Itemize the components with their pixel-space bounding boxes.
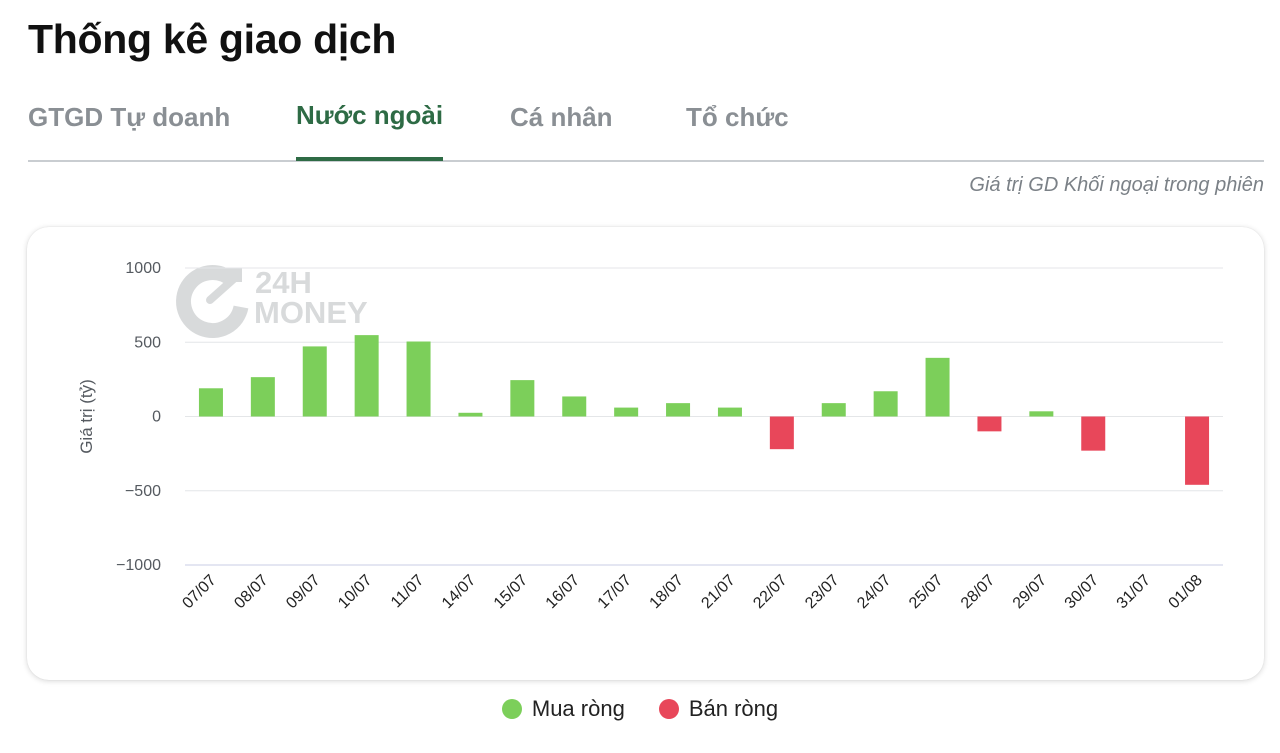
bar-sell-01-08[interactable] [1185, 416, 1210, 485]
bar-buy-18-07[interactable] [666, 403, 691, 417]
bar-chart: 24H MONEY 1000 500 0 −500 −1000 Giá trị (tỷ) 0… [77, 260, 1223, 612]
watermark-line1: 24H [255, 265, 312, 300]
chart-subtitle: Giá trị GD Khối ngoại trong phiên [969, 174, 1264, 196]
watermark-logo: 24H MONEY [176, 265, 368, 338]
x-tick-label: 18/07 [647, 572, 687, 612]
x-tick-label: 29/07 [1010, 572, 1050, 612]
bar-buy-14-07[interactable] [458, 412, 483, 417]
legend-item-buy[interactable]: Mua ròng [501, 696, 625, 722]
chart-legend: Mua ròng Bán ròng [0, 696, 1280, 722]
gauge-icon [176, 265, 249, 338]
y-axis-label: Giá trị (tỷ) [77, 379, 96, 454]
legend-dot-sell [658, 699, 679, 719]
bar-buy-17-07[interactable] [614, 407, 639, 417]
x-tick-label: 31/07 [1114, 572, 1154, 612]
legend-dot-buy [501, 699, 522, 719]
bar-buy-10-07[interactable] [354, 335, 379, 417]
x-tick-label: 08/07 [231, 572, 271, 612]
x-tick-label: 11/07 [388, 572, 428, 612]
chart-card: 24H MONEY 1000 500 0 −500 −1000 Giá trị (tỷ) 0… [27, 227, 1264, 680]
bar-buy-09-07[interactable] [302, 346, 327, 417]
x-tick-label: 17/07 [595, 572, 635, 612]
x-tick-label: 23/07 [802, 572, 842, 612]
x-tick-label: 24/07 [854, 572, 894, 612]
bar-buy-21-07[interactable] [717, 407, 742, 417]
x-tick-label: 22/07 [750, 572, 790, 612]
x-tick-label: 16/07 [543, 572, 583, 612]
legend-label-buy: Mua ròng [531, 696, 625, 721]
bar-buy-23-07[interactable] [821, 403, 846, 417]
bar-buy-11-07[interactable] [406, 341, 431, 417]
x-tick-label: 10/07 [335, 572, 375, 612]
x-tick-label: 01/08 [1166, 572, 1206, 612]
bar-buy-08-07[interactable] [250, 377, 275, 417]
tab-ca-nhan[interactable]: Cá nhân [510, 102, 613, 132]
legend-label-sell: Bán ròng [688, 696, 779, 721]
x-tick-label: 30/07 [1062, 572, 1102, 612]
y-tick-label: −500 [125, 483, 161, 500]
tab-to-chuc[interactable]: Tổ chức [686, 102, 789, 132]
bar-sell-28-07[interactable] [977, 416, 1002, 432]
x-tick-label: 07/07 [179, 572, 219, 612]
x-tick-label: 15/07 [491, 572, 531, 612]
bar-buy-29-07[interactable] [1029, 411, 1054, 417]
bar-buy-16-07[interactable] [562, 396, 587, 417]
tab-gtgd-tu-doanh[interactable]: GTGD Tự doanh [28, 102, 231, 132]
bar-sell-22-07[interactable] [769, 416, 794, 450]
x-tick-label: 09/07 [283, 572, 323, 612]
bar-buy-15-07[interactable] [510, 380, 535, 417]
watermark-line2: MONEY [254, 295, 368, 330]
bar-buy-25-07[interactable] [925, 357, 950, 417]
x-tick-label: 21/07 [698, 572, 738, 612]
bar-sell-30-07[interactable] [1081, 416, 1106, 451]
y-tick-label: 1000 [125, 260, 161, 277]
tab-nuoc-ngoai[interactable]: Nước ngoài [296, 100, 444, 161]
y-tick-label: 500 [134, 334, 161, 351]
x-tick-label: 14/07 [439, 572, 479, 612]
legend-item-sell[interactable]: Bán ròng [658, 696, 779, 722]
page-title: Thống kê giao dịch [28, 16, 397, 62]
x-tick-label: 28/07 [958, 572, 998, 612]
x-tick-label: 25/07 [906, 572, 946, 612]
bar-buy-24-07[interactable] [873, 391, 898, 417]
tab-bar: GTGD Tự doanh Nước ngoài Cá nhân Tổ chức [28, 94, 1264, 162]
bar-buy-07-07[interactable] [198, 388, 223, 417]
y-tick-label: 0 [152, 409, 161, 426]
y-tick-label: −1000 [116, 557, 161, 574]
